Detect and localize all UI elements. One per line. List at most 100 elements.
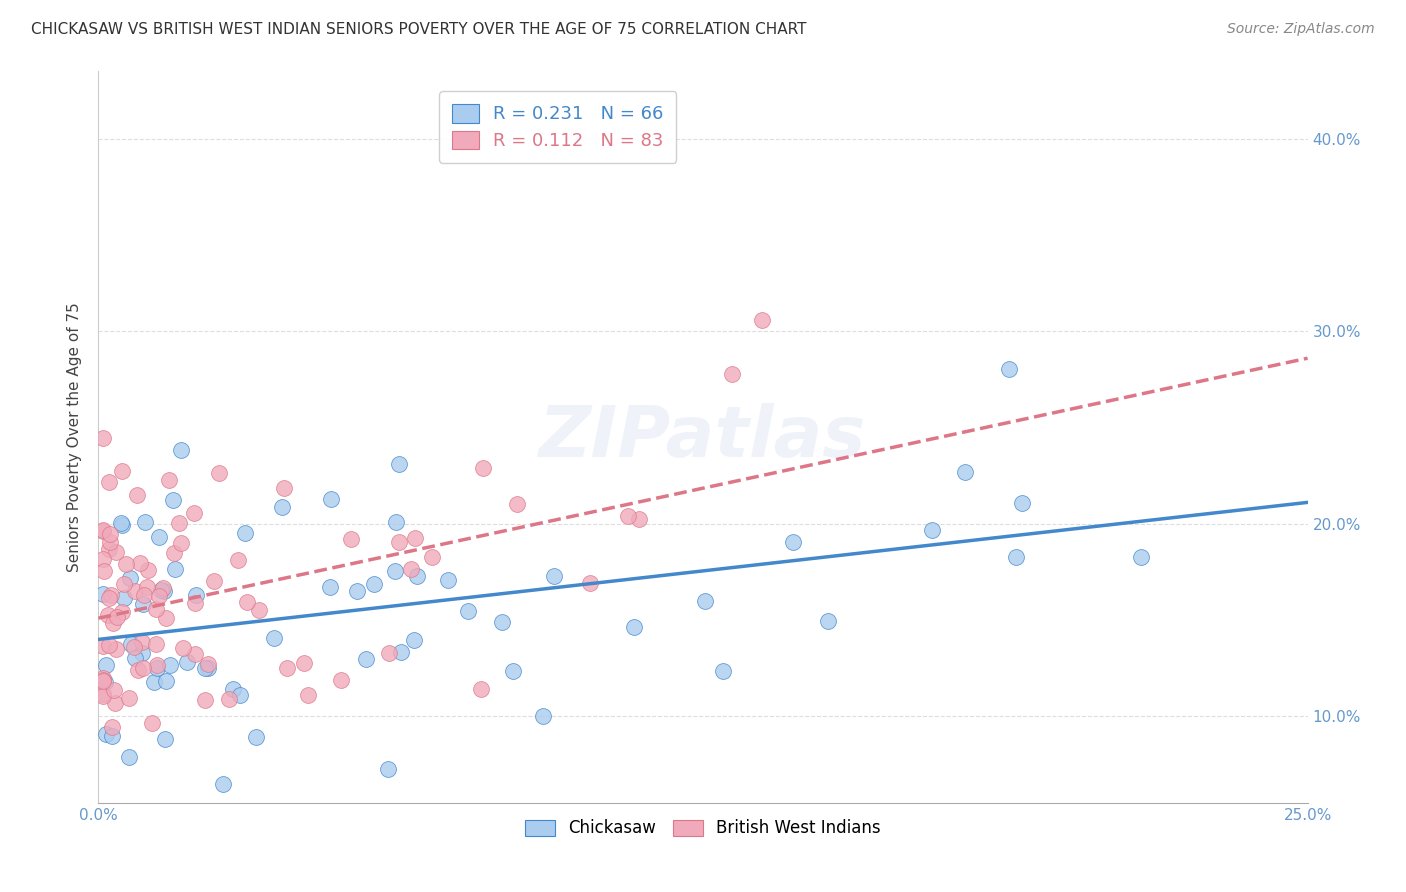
Point bbox=[145, 657, 167, 672]
Point bbox=[115, 558, 138, 572]
Point bbox=[388, 457, 411, 471]
Point bbox=[197, 657, 219, 671]
Point bbox=[124, 584, 146, 599]
Point bbox=[169, 536, 191, 550]
Point bbox=[101, 720, 124, 734]
Point bbox=[208, 466, 231, 480]
Point bbox=[319, 580, 342, 594]
Point bbox=[194, 693, 217, 707]
Point bbox=[202, 574, 225, 589]
Point bbox=[1129, 549, 1152, 564]
Point bbox=[132, 661, 155, 675]
Point bbox=[184, 647, 207, 661]
Point bbox=[751, 312, 773, 326]
Point bbox=[346, 583, 368, 598]
Point bbox=[91, 639, 114, 653]
Point bbox=[319, 491, 342, 506]
Point bbox=[211, 776, 233, 790]
Point bbox=[247, 603, 270, 617]
Point bbox=[155, 674, 177, 689]
Point bbox=[111, 464, 134, 478]
Point bbox=[388, 534, 411, 549]
Point bbox=[276, 661, 298, 675]
Text: CHICKASAW VS BRITISH WEST INDIAN SENIORS POVERTY OVER THE AGE OF 75 CORRELATION : CHICKASAW VS BRITISH WEST INDIAN SENIORS… bbox=[31, 22, 807, 37]
Point bbox=[384, 565, 406, 579]
Point bbox=[617, 508, 640, 523]
Point bbox=[132, 597, 155, 611]
Point bbox=[263, 632, 285, 646]
Point bbox=[921, 524, 943, 538]
Point bbox=[172, 641, 194, 656]
Point bbox=[131, 646, 153, 660]
Point bbox=[125, 488, 148, 502]
Point bbox=[273, 481, 295, 495]
Point bbox=[404, 633, 426, 648]
Point bbox=[104, 697, 127, 711]
Point bbox=[623, 620, 645, 634]
Point bbox=[502, 664, 524, 678]
Point bbox=[118, 571, 141, 585]
Point bbox=[377, 762, 399, 776]
Point bbox=[955, 465, 977, 479]
Point bbox=[817, 615, 839, 629]
Point bbox=[91, 673, 114, 688]
Point bbox=[693, 593, 716, 607]
Point bbox=[152, 583, 174, 598]
Point bbox=[112, 576, 135, 591]
Point bbox=[184, 596, 207, 610]
Point bbox=[141, 715, 163, 730]
Point bbox=[159, 657, 181, 672]
Point bbox=[110, 516, 132, 530]
Point bbox=[218, 691, 240, 706]
Point bbox=[437, 573, 460, 587]
Point bbox=[221, 682, 243, 697]
Point bbox=[491, 615, 513, 630]
Point bbox=[105, 609, 128, 624]
Text: ZIPatlas: ZIPatlas bbox=[540, 402, 866, 472]
Point bbox=[162, 492, 184, 507]
Point bbox=[128, 556, 150, 570]
Point bbox=[292, 656, 315, 670]
Point bbox=[543, 569, 565, 583]
Point bbox=[124, 650, 146, 665]
Point bbox=[91, 673, 114, 687]
Point bbox=[1004, 549, 1026, 564]
Point bbox=[391, 645, 413, 659]
Point bbox=[226, 553, 249, 567]
Point bbox=[1011, 496, 1033, 510]
Point bbox=[506, 497, 529, 511]
Point bbox=[111, 517, 134, 532]
Point bbox=[150, 583, 173, 598]
Point bbox=[145, 602, 167, 616]
Point bbox=[155, 611, 177, 625]
Point bbox=[145, 637, 167, 651]
Point bbox=[118, 750, 141, 764]
Point bbox=[120, 637, 142, 651]
Point bbox=[157, 473, 180, 487]
Text: Source: ZipAtlas.com: Source: ZipAtlas.com bbox=[1227, 22, 1375, 37]
Point bbox=[152, 581, 174, 595]
Point bbox=[98, 638, 121, 652]
Point bbox=[145, 661, 167, 675]
Point bbox=[399, 562, 422, 576]
Point bbox=[167, 516, 190, 531]
Point bbox=[235, 595, 257, 609]
Y-axis label: Seniors Poverty Over the Age of 75: Seniors Poverty Over the Age of 75 bbox=[67, 302, 83, 572]
Legend: Chickasaw, British West Indians: Chickasaw, British West Indians bbox=[517, 811, 889, 846]
Point bbox=[105, 545, 128, 559]
Point bbox=[135, 580, 157, 594]
Point bbox=[363, 577, 385, 591]
Point bbox=[998, 362, 1021, 376]
Point bbox=[155, 732, 177, 747]
Point bbox=[183, 506, 205, 520]
Point bbox=[112, 591, 135, 605]
Point bbox=[579, 576, 602, 591]
Point bbox=[91, 551, 114, 566]
Point bbox=[103, 616, 125, 631]
Point bbox=[98, 534, 121, 549]
Point bbox=[297, 688, 319, 702]
Point bbox=[124, 640, 146, 655]
Point bbox=[134, 515, 156, 529]
Point bbox=[111, 605, 134, 619]
Point bbox=[143, 675, 166, 690]
